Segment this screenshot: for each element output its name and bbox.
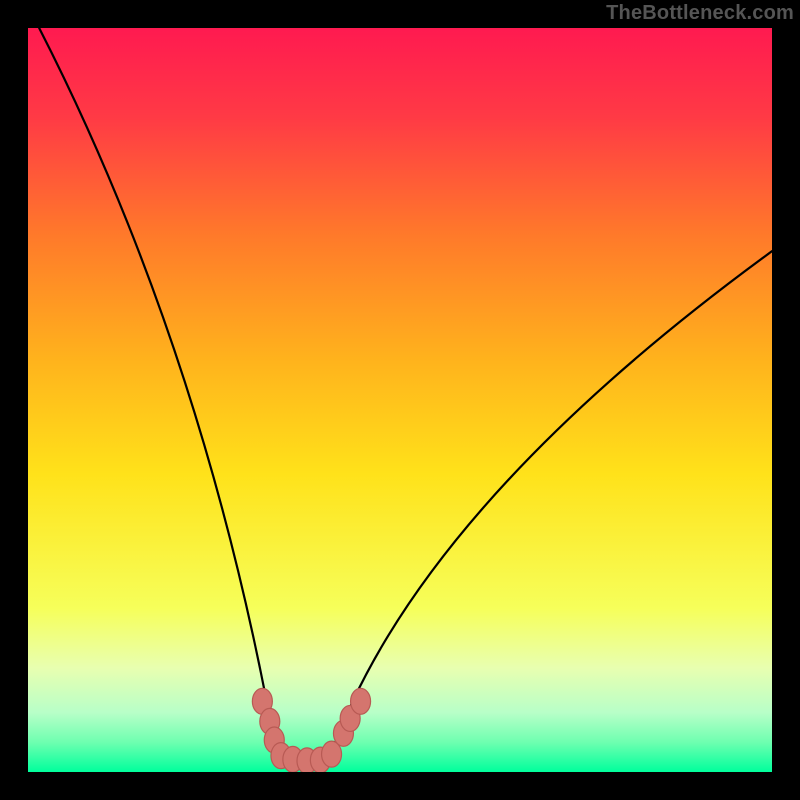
watermark-text: TheBottleneck.com	[606, 2, 794, 25]
chart-svg	[28, 28, 772, 772]
plot-area	[28, 28, 772, 772]
gradient-background	[28, 28, 772, 772]
chart-container: TheBottleneck.com	[0, 0, 800, 800]
marker-point	[351, 688, 371, 714]
